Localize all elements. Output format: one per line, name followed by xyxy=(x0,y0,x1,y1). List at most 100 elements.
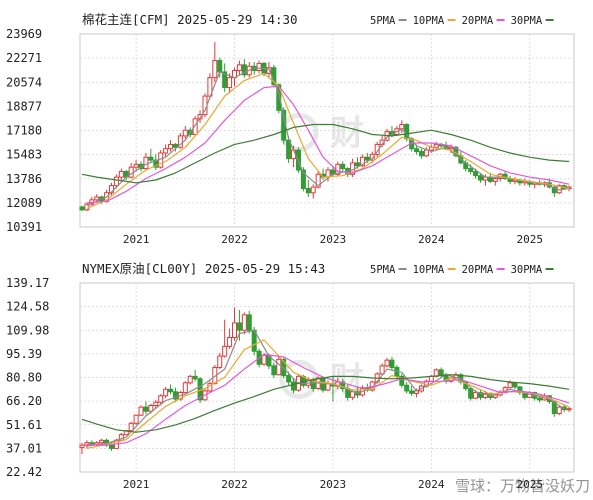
chart-1-candle-body xyxy=(217,355,223,368)
chart-1-candle-body xyxy=(79,444,85,449)
chart-0-candle-body xyxy=(423,149,429,157)
chart-1-y-tick-label: 109.98 xyxy=(6,323,49,337)
chart-1-candle-body xyxy=(261,354,267,365)
chart-1-y-tick-label: 51.61 xyxy=(6,418,42,432)
chart-1-y-tick-label: 80.80 xyxy=(6,371,42,385)
chart-1-candle-body xyxy=(320,377,326,391)
chart-1-legend-label-20pma: 20PMA xyxy=(462,264,494,276)
chart-0-y-tick-label: 23969 xyxy=(6,27,42,41)
chart-1-candle-body xyxy=(379,365,385,375)
chart-1-candle-body xyxy=(537,397,543,401)
chart-1-candle-body xyxy=(556,406,562,415)
chart-0-x-tick-label: 2023 xyxy=(320,233,347,246)
chart-1-candle-body xyxy=(128,422,134,432)
chart-0-y-tick-label: 17180 xyxy=(6,124,42,138)
chart-1-candle-body xyxy=(168,388,174,393)
chart-0-legend-label-30pma: 30PMA xyxy=(511,15,543,27)
chart-0-candle-body xyxy=(192,118,198,135)
chart-1-candle-body xyxy=(409,390,415,394)
chart-0-legend-label-5pma: 5PMA xyxy=(370,15,396,27)
chart-1-candle-body xyxy=(276,358,282,376)
chart-1-candle-body xyxy=(389,359,395,368)
chart-1-y-tick-label: 66.20 xyxy=(6,394,42,408)
chart-0-candle-body xyxy=(310,186,316,194)
chart-1-candles xyxy=(79,307,572,455)
cotton-chart-panel: 棉花主连[CFM] 2025-05-29 14:30 5PMA 10PMA 20PMA… xyxy=(6,12,575,246)
chart-1-candle-body xyxy=(291,381,297,391)
chart-1-y-tick-label: 124.58 xyxy=(6,300,49,314)
chart-1-candle-body xyxy=(438,369,444,376)
chart-0-y-tick-label: 18877 xyxy=(6,99,42,113)
chart-0-candle-body xyxy=(133,163,139,168)
chart-0-y-tick-label: 13786 xyxy=(6,172,42,186)
chart-0-candle-body xyxy=(355,162,361,167)
chart-1-candle-body xyxy=(325,383,331,391)
chart-1-candle-body xyxy=(231,322,237,339)
chart-1-x-tick-label: 2021 xyxy=(123,478,150,491)
chart-1-candle-body xyxy=(138,406,144,416)
chart-1-candle-body xyxy=(187,375,193,384)
chart-1-x-tick-label: 2023 xyxy=(320,478,347,491)
chart-1-x-tick-label: 2024 xyxy=(418,478,445,491)
chart-1-candle-body xyxy=(227,337,233,347)
chart-0-candle-body xyxy=(468,168,474,172)
chart-0-candle-body xyxy=(177,135,183,148)
chart-1-candle-body xyxy=(473,392,479,399)
chart-1-candle-body xyxy=(163,388,169,397)
chart-1-legend-label-5pma: 5PMA xyxy=(370,264,396,276)
chart-0-candle-body xyxy=(118,170,124,178)
chart-0-candle-body xyxy=(256,62,262,72)
chart-1-candle-body xyxy=(271,365,277,376)
chart-0-ma-line-10pma xyxy=(86,72,570,209)
chart-0-candle-body xyxy=(551,186,557,194)
chart-1-ma-line-20pma xyxy=(86,353,570,446)
chart-0-candle-body xyxy=(79,206,85,211)
chart-1-candle-body xyxy=(384,359,390,367)
chart-0-candle-body xyxy=(227,77,233,89)
footer-watermark: 雪球：万物皆没妖刀 xyxy=(455,477,590,495)
chart-0-candle-body xyxy=(241,64,247,76)
chart-1-candle-body xyxy=(566,408,572,411)
chart-1-candle-body xyxy=(350,391,356,398)
chart-0-candle-body xyxy=(153,159,159,168)
chart-1-candle-body xyxy=(507,382,513,389)
chart-1-candle-body xyxy=(148,404,154,412)
chart-0-y-tick-label: 15483 xyxy=(6,148,42,162)
chart-0-y-tick-label: 10391 xyxy=(6,220,42,234)
chart-1-legend-label-10pma: 10PMA xyxy=(413,264,445,276)
chart-0-plot-area xyxy=(79,33,575,228)
chart-1-ma-line-10pma xyxy=(86,339,570,449)
chart-1-ma-line-5pma xyxy=(86,329,565,447)
chart-0-title: 棉花主连[CFM] 2025-05-29 14:30 xyxy=(82,12,298,27)
chart-0-candle-body xyxy=(399,124,405,130)
chart-1-candle-body xyxy=(108,444,114,449)
chart-0-y-tick-label: 22271 xyxy=(6,51,42,65)
chart-1-candle-body xyxy=(172,391,178,400)
chart-1-x-tick-label: 2022 xyxy=(221,478,248,491)
chart-1-candle-body xyxy=(153,401,159,406)
chart-0-candle-body xyxy=(487,176,493,182)
chart-0-legend-label-10pma: 10PMA xyxy=(413,15,445,27)
chart-0-candle-body xyxy=(315,173,321,188)
chart-1-candle-body xyxy=(246,314,252,331)
chart-0-candle-body xyxy=(143,156,149,170)
chart-1-ma-line-30pma xyxy=(81,374,570,433)
chart-1-y-tick-label: 37.01 xyxy=(6,441,42,455)
chart-1-candle-body xyxy=(133,414,139,424)
chart-1-y-tick-label: 139.17 xyxy=(6,276,49,290)
chart-0-x-tick-label: 2022 xyxy=(221,233,248,246)
chart-1-candle-body xyxy=(281,358,287,377)
chart-0-candle-body xyxy=(369,153,375,161)
chart-0-candle-body xyxy=(340,163,346,170)
chart-1-candle-body xyxy=(551,400,557,415)
chart-0-candle-body xyxy=(433,143,439,148)
chart-1-candle-body xyxy=(241,314,247,331)
chart-0-candle-body xyxy=(512,179,518,182)
chart-1-candle-body xyxy=(340,381,346,390)
chart-1-y-tick-label: 95.39 xyxy=(6,347,42,361)
chart-1-legend-label-30pma: 30PMA xyxy=(511,264,543,276)
chart-0-ma-line-20pma xyxy=(86,85,570,204)
chart-0-candle-body xyxy=(236,64,242,72)
chart-1-candle-body xyxy=(492,394,498,398)
chart-1-candle-body xyxy=(286,375,292,383)
